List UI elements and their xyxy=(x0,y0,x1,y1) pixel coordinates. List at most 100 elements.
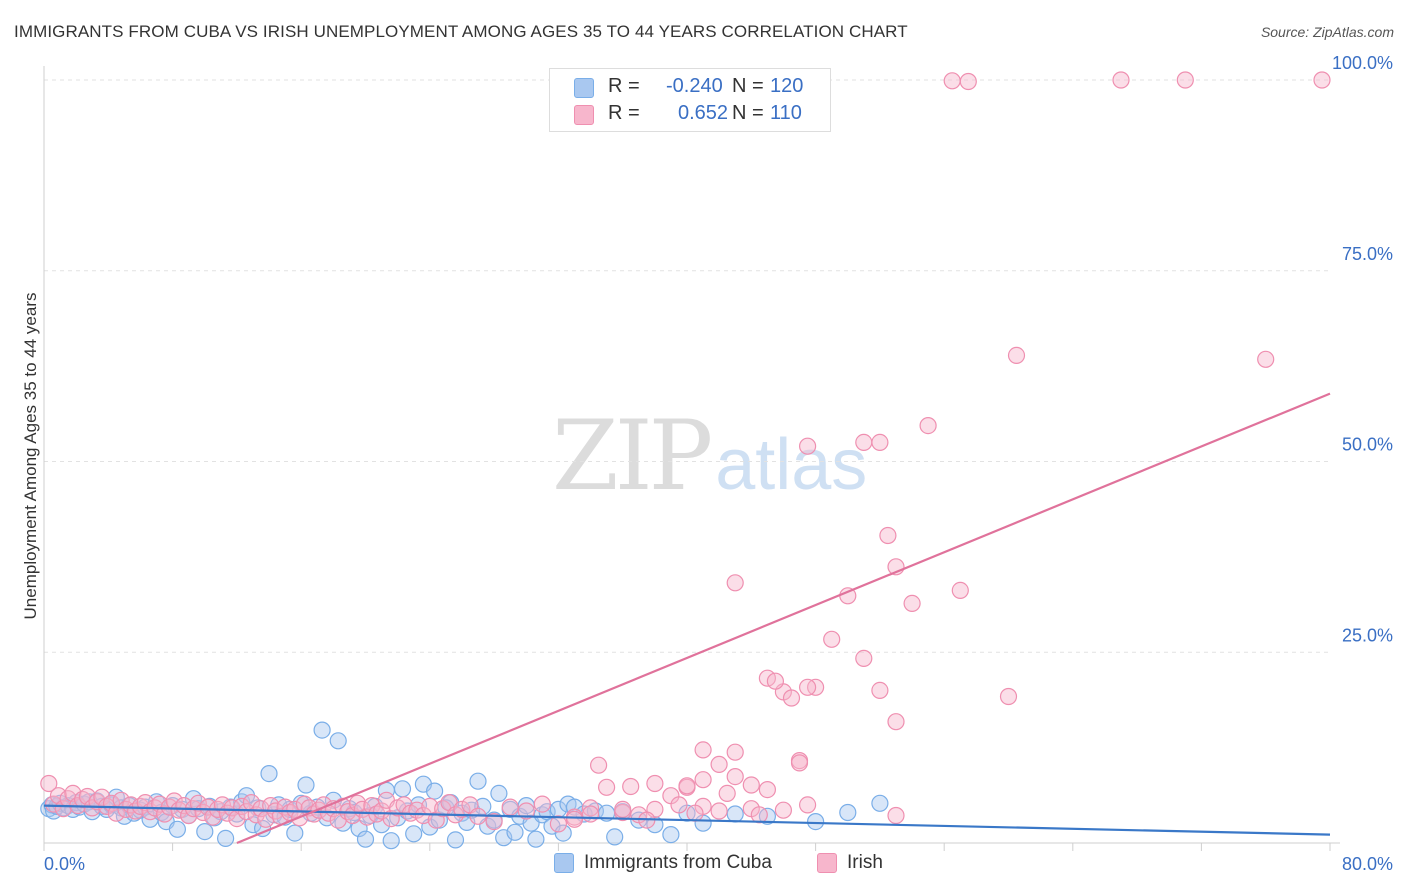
legend-swatch-cuba-bottom xyxy=(554,853,574,873)
point-irish-high-3 xyxy=(1176,71,1194,89)
n-label-cuba: N = xyxy=(732,75,764,97)
point-irish-108 xyxy=(855,649,873,668)
legend-swatch-cuba xyxy=(574,78,594,98)
point-cuba-32 xyxy=(184,790,203,808)
point-irish-extra-5 xyxy=(718,784,736,803)
y-tick-label-50: 50.0% xyxy=(1342,435,1393,455)
point-irish-20 xyxy=(136,793,154,812)
legend-swatch-irish-bottom xyxy=(817,853,837,873)
point-irish-extra-0 xyxy=(726,743,744,761)
point-irish-51 xyxy=(286,800,304,819)
point-cuba-56 xyxy=(313,721,331,739)
point-irish-high-20 xyxy=(694,741,712,759)
point-cuba-116 xyxy=(806,812,825,831)
point-irish-86 xyxy=(501,798,519,816)
point-irish-76 xyxy=(414,806,432,825)
chart-title: IMMIGRANTS FROM CUBA VS IRISH UNEMPLOYME… xyxy=(14,22,908,41)
point-irish-91 xyxy=(581,799,600,817)
point-irish-extra-16 xyxy=(686,804,704,822)
trend-line-cuba xyxy=(43,804,1331,836)
point-irish-88 xyxy=(533,795,551,813)
point-cuba-118 xyxy=(871,794,889,812)
point-irish-106 xyxy=(823,630,841,648)
point-irish-high-15 xyxy=(782,689,801,707)
point-irish-98 xyxy=(694,771,712,789)
series-legend: Immigrants from Cuba Irish xyxy=(0,850,1406,880)
point-irish-extra-13 xyxy=(581,805,600,823)
point-irish-3 xyxy=(54,800,72,818)
point-irish-85 xyxy=(485,812,503,831)
point-irish-89 xyxy=(549,815,568,833)
correlation-legend: R = -0.240 N = 120 R = 0.652 N = 110 xyxy=(549,68,831,132)
n-value-cuba: 120 xyxy=(770,75,804,97)
n-value-irish: 110 xyxy=(770,102,802,124)
point-irish-99 xyxy=(710,755,728,774)
r-value-cuba: -0.240 xyxy=(666,75,723,97)
point-irish-87 xyxy=(517,802,535,820)
point-irish-high-4 xyxy=(1313,71,1331,89)
r-label-cuba: R = xyxy=(608,75,640,97)
point-irish-high-16 xyxy=(798,678,817,696)
point-irish-high-6 xyxy=(1257,350,1275,368)
point-irish-high-17 xyxy=(887,713,905,731)
point-irish-high-12 xyxy=(726,574,744,592)
point-irish-0 xyxy=(40,774,58,793)
point-cuba-69 xyxy=(382,832,400,850)
x-tick-label-80: 80.0% xyxy=(1342,854,1393,874)
y-tick-label-100: 100.0% xyxy=(1332,53,1393,73)
source-label: Source: ZipAtlas.com xyxy=(1260,24,1394,40)
point-irish-high-7 xyxy=(871,433,889,451)
point-cuba-64 xyxy=(356,830,375,848)
legend-row-cuba: R = -0.240 N = 120 xyxy=(574,74,824,100)
point-cuba-110 xyxy=(646,816,664,834)
point-irish-high-11 xyxy=(879,526,897,545)
point-cuba-81 xyxy=(446,831,465,849)
point-irish-extra-3 xyxy=(646,774,664,793)
point-irish-extra-18 xyxy=(750,806,768,824)
point-irish-high-10 xyxy=(919,417,937,435)
point-cuba-77 xyxy=(426,782,444,800)
point-irish-92 xyxy=(597,778,616,796)
point-cuba-53 xyxy=(297,776,315,794)
data-points xyxy=(40,71,1331,850)
point-cuba-107 xyxy=(606,828,624,846)
point-irish-extra-4 xyxy=(622,777,640,796)
point-irish-extra-19 xyxy=(774,801,793,819)
point-irish-11 xyxy=(93,788,111,806)
point-irish-27 xyxy=(170,801,188,819)
point-irish-100 xyxy=(726,767,744,786)
point-irish-extra-1 xyxy=(589,756,608,774)
point-irish-high-2 xyxy=(1112,71,1130,89)
x-tick-label-0: 0.0% xyxy=(44,854,85,874)
point-cuba-96 xyxy=(527,830,545,848)
point-cuba-111 xyxy=(662,825,680,844)
point-irish-111 xyxy=(903,594,921,613)
point-irish-high-0 xyxy=(959,72,977,91)
point-cuba-73 xyxy=(405,825,423,843)
r-value-irish: 0.652 xyxy=(678,102,729,124)
point-irish-high-5 xyxy=(1007,346,1026,364)
legend-label-cuba: Immigrants from Cuba xyxy=(584,852,772,873)
point-irish-2 xyxy=(49,787,68,805)
point-cuba-71 xyxy=(393,780,412,798)
tick-labels: 25.0% 50.0% 75.0% 100.0% 0.0% 80.0% xyxy=(44,53,1393,874)
point-cuba-29 xyxy=(168,820,186,838)
point-cuba-89 xyxy=(490,784,508,803)
point-irish-41 xyxy=(237,803,256,821)
point-irish-high-19 xyxy=(790,754,809,772)
point-irish-extra-12 xyxy=(614,800,632,819)
legend-label-irish: Irish xyxy=(847,852,883,873)
point-irish-extra-14 xyxy=(565,810,584,828)
point-cuba-38 xyxy=(217,829,235,848)
point-irish-extra-8 xyxy=(887,806,905,825)
point-cuba-114 xyxy=(726,805,744,823)
point-irish-extra-7 xyxy=(798,796,817,814)
y-tick-label-75: 75.0% xyxy=(1342,244,1393,264)
point-cuba-59 xyxy=(329,732,347,750)
point-cuba-67 xyxy=(373,816,391,834)
point-irish-extra-2 xyxy=(678,777,696,795)
point-irish-44 xyxy=(252,800,270,818)
point-cuba-92 xyxy=(506,823,524,841)
n-label-irish: N = xyxy=(732,102,764,124)
watermark: ZIPatlas xyxy=(552,400,867,512)
